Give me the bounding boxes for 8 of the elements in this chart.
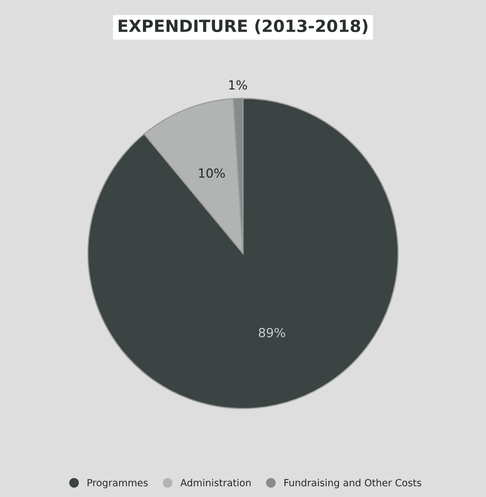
data-label: 10% [199, 168, 225, 178]
data-label: 89% [258, 328, 286, 338]
legend-label: Administration [180, 478, 251, 486]
chart-title: EXPENDITURE (2013-2018) [118, 19, 368, 34]
data-label: 1% [229, 80, 247, 90]
pie-slice [87, 98, 399, 410]
legend-label: Fundraising and Other Costs [284, 478, 422, 488]
legend-label: Programmes [88, 479, 148, 488]
